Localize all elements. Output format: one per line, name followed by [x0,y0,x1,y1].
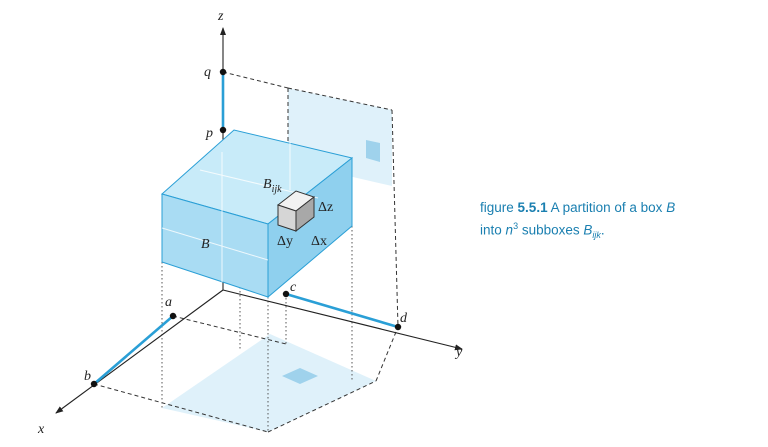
delta-y-label: Δy [277,234,293,249]
label-a: a [165,295,172,310]
y-axis-label: y [454,345,463,360]
box-label: B [201,237,210,252]
box-b [160,129,354,299]
point-q [219,68,227,76]
caption-number: 5.5.1 [517,200,548,215]
delta-x-label: Δx [311,234,327,249]
point-a [169,312,177,320]
label-d: d [400,311,408,326]
wall-subbox-shadow [366,140,380,162]
label-q: q [204,65,211,80]
points [90,68,402,388]
caption-sub-base: B [583,222,593,238]
x-axis-label: x [37,422,45,437]
caption-power: 3 [513,221,519,231]
box-side-face [267,156,353,299]
x-axis [55,289,224,414]
interval-segments [92,70,400,386]
caption-n: n [505,222,514,238]
guide-lines [93,71,399,433]
point-d [394,323,402,331]
caption-text-2: subboxes [521,222,580,238]
y-axis [222,289,463,351]
caption-prefix: figure [480,200,514,215]
point-p [219,126,227,134]
floor-subbox-shadow [282,368,318,384]
subbox-label: Bijk [263,177,282,195]
point-c [282,290,290,298]
point-b [90,380,98,388]
figure-caption: figure 5.5.1 A partition of a box B into… [480,198,760,245]
label-b: b [84,369,91,384]
caption-end: . [600,222,605,238]
floor-shadow [162,334,376,432]
delta-z-label: Δz [318,200,333,215]
subbox-bijk [276,190,316,233]
interval-y [284,292,400,329]
label-p: p [205,126,213,141]
caption-text-1: A partition of a box [550,200,663,215]
caption-sub-index: ijk [592,230,601,241]
caption-line2-start: into [480,222,502,238]
caption-box: B [666,200,676,215]
label-c: c [290,280,297,295]
interval-x [92,314,175,386]
z-axis-label: z [217,9,224,24]
